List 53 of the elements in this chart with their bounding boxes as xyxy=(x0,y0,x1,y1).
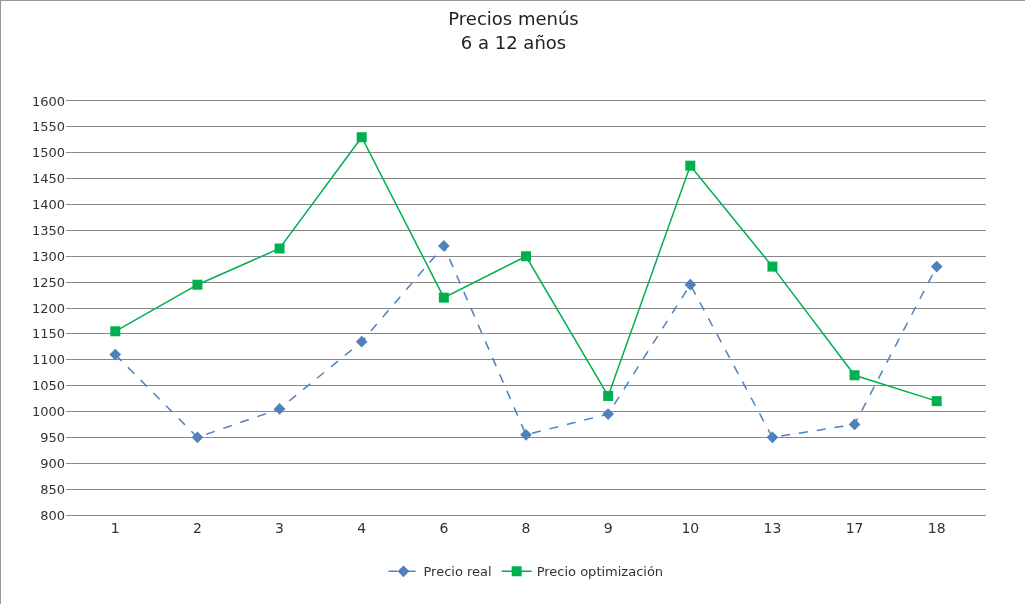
point xyxy=(684,278,697,291)
y-tick-label: 1150 xyxy=(31,326,65,342)
point xyxy=(356,132,367,143)
x-tick-label: 2 xyxy=(192,519,202,536)
y-tick-label: 1000 xyxy=(31,404,65,420)
x-tick-label: 9 xyxy=(603,519,613,536)
y-tick-label: 1250 xyxy=(31,274,65,290)
x-tick-label: 13 xyxy=(763,519,782,536)
x-tick-label: 10 xyxy=(681,519,700,536)
point xyxy=(849,370,860,381)
y-tick-label: 1500 xyxy=(31,145,65,161)
point xyxy=(273,403,286,415)
y-tick-label: 800 xyxy=(40,507,65,523)
point xyxy=(110,326,121,337)
point xyxy=(191,431,204,444)
point xyxy=(355,335,368,348)
point xyxy=(767,261,778,272)
point xyxy=(438,292,449,303)
x-tick-label: 3 xyxy=(275,519,285,536)
point xyxy=(520,428,532,441)
x-tick-label: 18 xyxy=(927,519,946,536)
y-tick-label: 950 xyxy=(40,429,65,445)
point xyxy=(274,243,285,254)
point xyxy=(685,160,696,171)
x-tick-label: 6 xyxy=(439,519,449,536)
chart-title: Precios menús 6 a 12 años xyxy=(448,8,579,53)
y-tick-label: 1050 xyxy=(31,378,65,394)
y-tick-label: 1600 xyxy=(31,93,65,109)
point xyxy=(192,279,203,290)
point xyxy=(521,251,531,262)
point xyxy=(109,348,122,361)
point xyxy=(930,260,943,273)
y-tick-label: 1550 xyxy=(31,119,65,135)
point xyxy=(602,408,614,420)
point xyxy=(438,240,450,252)
point xyxy=(766,431,779,444)
y-tick-label: 1450 xyxy=(31,171,65,187)
point xyxy=(848,418,861,431)
y-tick-label: 1400 xyxy=(31,197,65,213)
x-tick-label: 8 xyxy=(521,519,531,536)
x-tick-label: 4 xyxy=(357,519,367,536)
legend-label: Precio real xyxy=(423,564,492,580)
y-tick-label: 850 xyxy=(40,481,65,497)
y-tick-label: 900 xyxy=(40,455,65,471)
legend-label: Precio optimización xyxy=(536,564,664,580)
y-tick-label: 1300 xyxy=(31,248,65,264)
point xyxy=(603,390,614,401)
y-tick-label: 1200 xyxy=(31,300,65,316)
point xyxy=(931,396,942,407)
x-tick-label: 17 xyxy=(845,519,864,536)
y-tick-label: 1100 xyxy=(31,352,65,368)
y-tick-label: 1350 xyxy=(31,222,65,238)
x-tick-label: 1 xyxy=(110,519,120,536)
